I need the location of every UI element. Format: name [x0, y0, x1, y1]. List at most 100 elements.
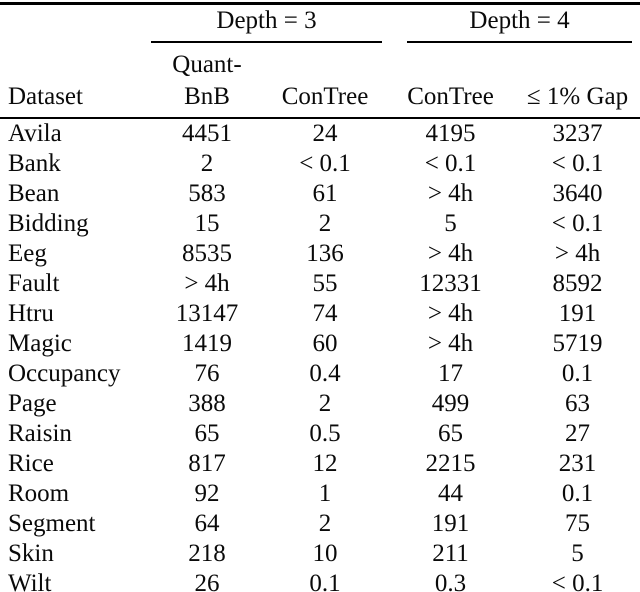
runtime-value-cell: 65	[194, 420, 220, 447]
table-row: Segment 64 2 191 75	[0, 509, 640, 539]
table-row: Skin 218 10 211 5	[0, 539, 640, 569]
runtime-value-cell: 583	[188, 180, 226, 207]
dataset-name-cell: Raisin	[8, 420, 72, 447]
runtime-value-cell: 64	[194, 510, 220, 537]
runtime-value-cell: 10	[312, 540, 338, 567]
table-row: Eeg 8535 136 > 4h > 4h	[0, 239, 640, 269]
dataset-name-cell: Page	[8, 390, 57, 417]
runtime-value-cell: 231	[558, 450, 597, 477]
cmidrule-depth3: Depth = 3	[151, 5, 383, 43]
runtime-value-cell: 76	[194, 360, 220, 387]
runtime-value-cell: 1	[318, 480, 332, 507]
group-header-depth3-label: Depth = 3	[216, 7, 317, 34]
table-row: Raisin 65 0.5 65 27	[0, 419, 640, 449]
runtime-value-cell: 2	[318, 210, 332, 237]
runtime-value-cell: 8535	[182, 240, 232, 267]
runtime-value-cell: > 4h	[427, 240, 474, 267]
table-header: Depth = 3 Depth = 4 Dataset Quant-BnB Co…	[0, 5, 640, 118]
runtime-value-cell: 60	[312, 330, 338, 357]
runtime-value-cell: 218	[188, 540, 226, 567]
runtime-value-cell: 92	[194, 480, 220, 507]
dataset-name-cell: Htru	[8, 300, 54, 327]
table-row: Rice 817 12 2215 231	[0, 449, 640, 479]
runtime-value-cell: 4451	[182, 120, 232, 147]
group-header-depth4-label: Depth = 4	[469, 7, 570, 34]
table-row: Magic 1419 60 > 4h 5719	[0, 329, 640, 359]
runtime-value-cell: 44	[438, 480, 464, 507]
group-header-cell-depth3: Depth = 3	[150, 5, 386, 43]
col-header-quant-bnb: Quant-BnB	[172, 51, 242, 110]
runtime-value-cell: 1419	[182, 330, 232, 357]
runtime-value-cell: 0.5	[309, 420, 341, 447]
runtime-value-cell: 191	[431, 510, 470, 537]
runtime-value-cell: 0.3	[434, 570, 467, 592]
runtime-value-cell: 3640	[552, 180, 603, 207]
runtime-value-cell: 8592	[552, 270, 603, 297]
table-row: Fault > 4h 55 12331 8592	[0, 269, 640, 299]
dataset-name-cell: Bidding	[8, 210, 89, 237]
runtime-value-cell: 2215	[425, 450, 476, 477]
runtime-value-cell: > 4h	[554, 240, 601, 267]
table-row: Occupancy 76 0.4 17 0.1	[0, 359, 640, 389]
dataset-name-cell: Bank	[8, 150, 61, 177]
table-row: Htru 13147 74 > 4h 191	[0, 299, 640, 329]
table-body: Avila 4451 24 4195 3237 Bank 2 < 0.1 < 0.1 < 0.1 B…	[0, 118, 640, 592]
runtime-value-cell: 24	[312, 120, 338, 147]
table-row: Bank 2 < 0.1 < 0.1 < 0.1	[0, 149, 640, 179]
results-table: Depth = 3 Depth = 4 Dataset Quant-BnB Co…	[0, 5, 640, 592]
col-header-gap: ≤ 1% Gap	[526, 83, 629, 110]
dataset-name-cell: Rice	[8, 450, 54, 477]
runtime-value-cell: 0.1	[309, 570, 341, 592]
runtime-value-cell: 2	[200, 150, 214, 177]
runtime-value-cell: 12331	[419, 270, 482, 297]
runtime-value-cell: 817	[188, 450, 226, 477]
runtime-value-cell: < 0.1	[551, 570, 604, 592]
runtime-value-cell: 12	[312, 450, 338, 477]
runtime-value-cell: 191	[558, 300, 597, 327]
group-header-spacer	[0, 5, 150, 43]
runtime-value-cell: 13147	[175, 300, 239, 327]
runtime-value-cell: > 4h	[184, 270, 230, 297]
runtime-value-cell: 15	[194, 210, 220, 237]
runtime-value-cell: < 0.1	[551, 210, 604, 237]
runtime-value-cell: 17	[438, 360, 464, 387]
table-row: Page 388 2 499 63	[0, 389, 640, 419]
runtime-value-cell: < 0.1	[424, 150, 477, 177]
runtime-value-cell: 5	[444, 210, 457, 237]
col-header-dataset: Dataset	[8, 83, 83, 110]
runtime-value-cell: 4195	[425, 120, 476, 147]
cmidrule-depth4: Depth = 4	[407, 5, 633, 43]
runtime-value-cell: < 0.1	[299, 150, 351, 177]
runtime-value-cell: 27	[565, 420, 591, 447]
runtime-value-cell: 2	[318, 510, 332, 537]
runtime-value-cell: 388	[188, 390, 226, 417]
runtime-value-cell: 136	[306, 240, 344, 267]
runtime-value-cell: 0.1	[561, 360, 594, 387]
table-row: Avila 4451 24 4195 3237	[0, 118, 640, 149]
runtime-value-cell: 0.1	[561, 480, 594, 507]
dataset-name-cell: Avila	[8, 120, 62, 147]
dataset-name-cell: Skin	[8, 540, 54, 567]
runtime-value-cell: 5719	[552, 330, 603, 357]
runtime-value-cell: 211	[432, 540, 469, 567]
table-row: Bean 583 61 > 4h 3640	[0, 179, 640, 209]
runtime-value-cell: 2	[318, 390, 332, 417]
col-header-contree-d4: ConTree	[407, 83, 494, 110]
runtime-value-cell: 74	[312, 300, 338, 327]
dataset-name-cell: Segment	[8, 510, 96, 537]
group-header-cell-depth4: Depth = 4	[386, 5, 640, 43]
runtime-value-cell: > 4h	[427, 300, 474, 327]
runtime-value-cell: 5	[571, 540, 584, 567]
dataset-name-cell: Room	[8, 480, 70, 507]
runtime-value-cell: 499	[431, 390, 470, 417]
group-header-row: Depth = 3 Depth = 4	[0, 5, 640, 43]
table-row: Bidding 15 2 5 < 0.1	[0, 209, 640, 239]
runtime-value-cell: 65	[438, 420, 464, 447]
runtime-value-cell: > 4h	[427, 180, 474, 207]
dataset-name-cell: Bean	[8, 180, 60, 207]
dataset-name-cell: Wilt	[8, 570, 52, 592]
runtime-value-cell: < 0.1	[551, 150, 604, 177]
dataset-name-cell: Fault	[8, 270, 60, 297]
table-top-rule	[0, 2, 640, 5]
